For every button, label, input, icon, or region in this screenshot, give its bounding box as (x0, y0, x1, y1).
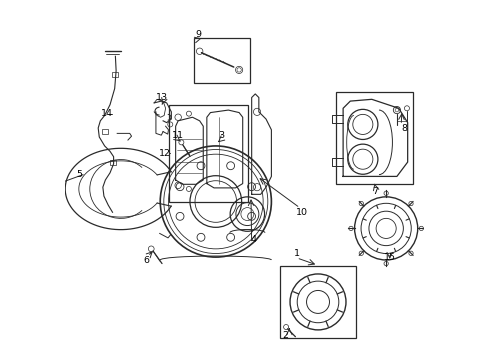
Text: 4: 4 (250, 235, 256, 244)
Text: 9: 9 (195, 30, 201, 39)
Bar (280, 266, 355, 338)
Text: 15: 15 (383, 253, 395, 262)
Text: 10: 10 (295, 208, 307, 217)
Text: 8: 8 (400, 123, 406, 132)
Bar (194, 39, 249, 83)
Text: 12: 12 (159, 149, 170, 158)
Bar (112, 72, 117, 77)
Text: 7: 7 (372, 187, 378, 196)
Bar (102, 129, 108, 134)
Text: 6: 6 (142, 256, 148, 265)
Text: 3: 3 (218, 131, 224, 140)
Bar (169, 105, 247, 202)
Text: 11: 11 (172, 131, 184, 140)
Text: 14: 14 (100, 109, 112, 118)
Bar (110, 159, 116, 165)
Text: 2: 2 (282, 332, 288, 341)
Text: 13: 13 (156, 93, 168, 102)
Text: 5: 5 (76, 170, 81, 179)
Text: 1: 1 (293, 249, 299, 258)
Bar (335, 92, 412, 184)
